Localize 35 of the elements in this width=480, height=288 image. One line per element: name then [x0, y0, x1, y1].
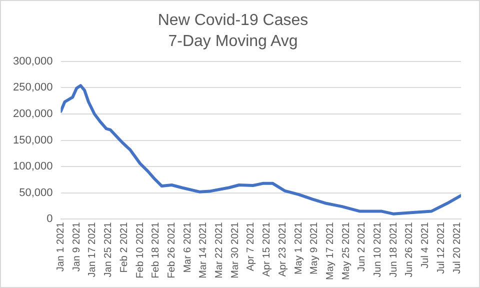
x-tick-label: Apr 23 2021 [277, 222, 288, 277]
x-tick-label: Jan 25 2021 [103, 222, 114, 278]
x-tick-label: Jun 2 2021 [356, 222, 368, 272]
chart-title: New Covid-19 Cases [158, 12, 308, 30]
x-tick-label: May 9 2021 [309, 222, 320, 274]
x-tick-label: May 25 2021 [340, 222, 352, 280]
y-tick-label: 50,000 [19, 186, 53, 199]
x-tick-label: Feb 2 2021 [118, 222, 130, 273]
x-tick-label: Mar 22 2021 [214, 222, 226, 278]
x-tick-label: Feb 18 2021 [150, 222, 162, 278]
x-tick-label: Jan 1 2021 [56, 222, 67, 272]
x-tick-label: Jun 26 2021 [404, 222, 416, 278]
y-tick-label: 300,000 [12, 55, 53, 68]
x-tick-label: Feb 10 2021 [134, 222, 146, 278]
y-tick-label: 200,000 [12, 108, 53, 120]
y-tick-label: 150,000 [12, 134, 53, 146]
x-tick-label: Apr 15 2021 [262, 222, 273, 277]
x-tick-label: Feb 26 2021 [166, 222, 178, 278]
y-tick-label: 100,000 [12, 160, 53, 173]
x-tick-label: Mar 30 2021 [230, 222, 241, 278]
x-tick-label: Apr 7 2021 [246, 222, 257, 272]
x-tick-label: Jun 18 2021 [388, 222, 400, 278]
x-tick-label: Jan 9 2021 [71, 222, 82, 272]
x-tick-label: Jul 4 2021 [420, 222, 432, 268]
x-tick-label: Mar 6 2021 [182, 222, 194, 273]
x-tick-label: Jan 17 2021 [87, 222, 98, 278]
x-tick-label: Jul 12 2021 [436, 222, 447, 274]
y-tick-label: 250,000 [12, 82, 53, 94]
x-tick-label: Mar 14 2021 [198, 222, 210, 278]
x-tick-label: May 17 2021 [324, 222, 336, 280]
x-tick-label: May 1 2021 [293, 222, 304, 274]
x-tick-label: Jul 20 2021 [452, 222, 463, 274]
x-tick-label: Jun 10 2021 [372, 222, 384, 278]
chart-subtitle: 7-Day Moving Avg [168, 33, 298, 50]
y-tick-label: 0 [46, 213, 53, 226]
